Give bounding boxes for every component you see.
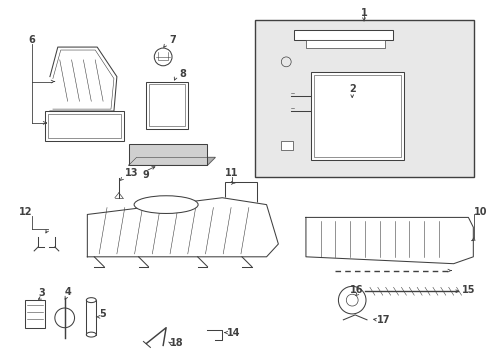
Polygon shape: [50, 47, 117, 111]
Text: 8: 8: [179, 69, 186, 78]
Text: 2: 2: [348, 84, 355, 94]
Bar: [149, 85, 184, 126]
Text: 12: 12: [19, 207, 32, 217]
Bar: [86, 300, 96, 334]
Bar: [45, 111, 123, 141]
Bar: [305, 40, 384, 48]
Text: 10: 10: [473, 207, 487, 216]
Text: 3: 3: [39, 288, 45, 298]
Bar: [313, 75, 401, 157]
Bar: [48, 114, 121, 138]
Text: 1: 1: [360, 8, 366, 18]
Bar: [146, 81, 187, 129]
Polygon shape: [87, 198, 278, 257]
Text: 16: 16: [349, 285, 362, 295]
Circle shape: [338, 286, 365, 314]
Ellipse shape: [134, 196, 198, 213]
Text: 14: 14: [227, 328, 240, 338]
Text: 4: 4: [64, 287, 71, 297]
Text: 9: 9: [142, 170, 148, 180]
Bar: [293, 30, 392, 40]
Text: 11: 11: [225, 168, 238, 178]
Polygon shape: [128, 157, 215, 165]
FancyBboxPatch shape: [128, 144, 207, 165]
Bar: [281, 141, 292, 150]
Text: 13: 13: [124, 168, 138, 178]
Text: 6: 6: [29, 35, 36, 45]
Text: 17: 17: [376, 315, 389, 325]
Bar: [254, 19, 473, 177]
Ellipse shape: [86, 332, 96, 337]
Bar: [25, 300, 45, 328]
Text: 18: 18: [170, 338, 183, 348]
Polygon shape: [305, 217, 472, 264]
Bar: [310, 72, 404, 160]
Ellipse shape: [86, 298, 96, 303]
Bar: [225, 182, 256, 204]
Text: 5: 5: [99, 309, 106, 319]
Text: 7: 7: [169, 35, 176, 45]
Text: 15: 15: [461, 285, 474, 295]
